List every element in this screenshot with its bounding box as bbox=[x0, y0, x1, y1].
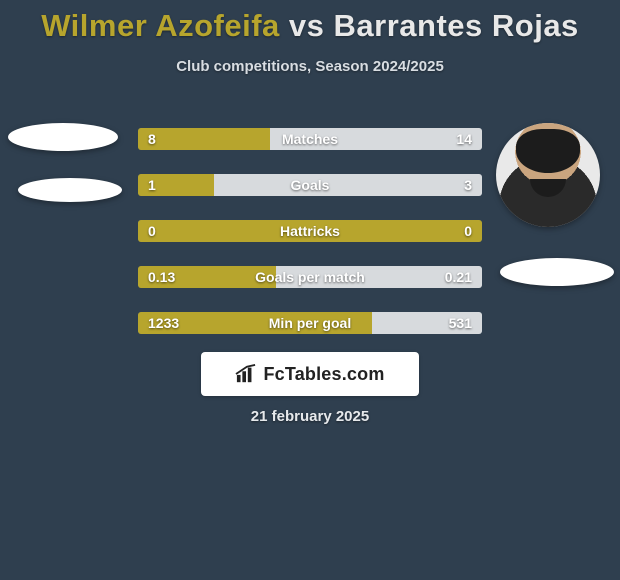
subtitle: Club competitions, Season 2024/2025 bbox=[0, 58, 620, 75]
bar-right-value: 14 bbox=[456, 128, 472, 150]
bar-row: 8 Matches 14 bbox=[138, 128, 482, 150]
bar-row: 0.13 Goals per match 0.21 bbox=[138, 266, 482, 288]
vs-separator: vs bbox=[289, 8, 324, 43]
brand-box: FcTables.com bbox=[201, 352, 419, 396]
bar-label: Hattricks bbox=[138, 220, 482, 242]
bar-right-value: 0.21 bbox=[445, 266, 472, 288]
player2-name: Barrantes Rojas bbox=[334, 8, 579, 43]
bar-row: 0 Hattricks 0 bbox=[138, 220, 482, 242]
snapshot-date: 21 february 2025 bbox=[0, 408, 620, 425]
bar-right-value: 0 bbox=[464, 220, 472, 242]
player1-avatar-blob-1 bbox=[8, 123, 118, 151]
bar-label: Goals bbox=[138, 174, 482, 196]
page-title: Wilmer Azofeifa vs Barrantes Rojas bbox=[0, 0, 620, 44]
bar-right-value: 3 bbox=[464, 174, 472, 196]
bar-label: Goals per match bbox=[138, 266, 482, 288]
bar-label: Min per goal bbox=[138, 312, 482, 334]
player1-avatar-blob-2 bbox=[18, 178, 122, 202]
bar-row: 1233 Min per goal 531 bbox=[138, 312, 482, 334]
player2-avatar-blob bbox=[500, 258, 614, 286]
brand-text: FcTables.com bbox=[263, 364, 384, 385]
bar-label: Matches bbox=[138, 128, 482, 150]
bar-row: 1 Goals 3 bbox=[138, 174, 482, 196]
player2-avatar bbox=[496, 123, 600, 227]
bar-chart-icon bbox=[235, 364, 257, 384]
bar-right-value: 531 bbox=[449, 312, 472, 334]
comparison-bars: 8 Matches 14 1 Goals 3 0 Hattricks 0 0.1… bbox=[138, 128, 482, 358]
player1-name: Wilmer Azofeifa bbox=[41, 8, 280, 43]
player2-face-icon bbox=[496, 123, 600, 227]
